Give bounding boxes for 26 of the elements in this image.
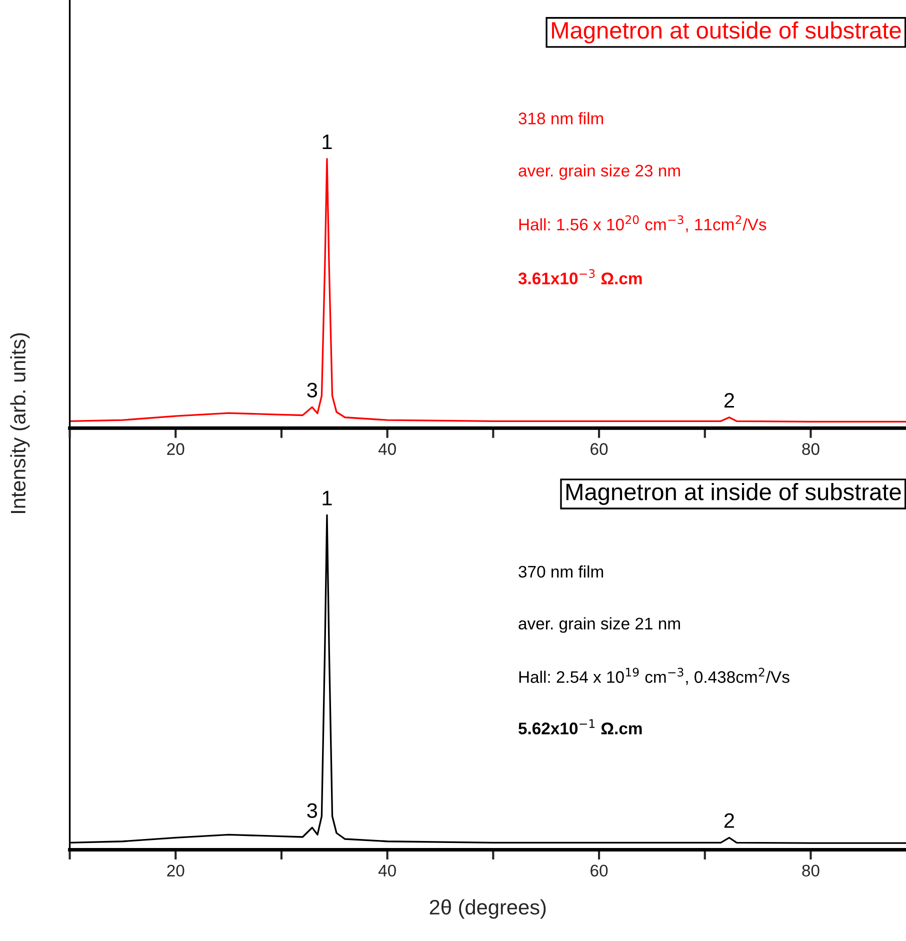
annotation: 3 (307, 803, 318, 818)
y-axis-title: Intensity (arb. units) (10, 333, 30, 513)
x-tick-label: 20 (167, 864, 184, 877)
x-tick-label: 20 (167, 443, 184, 455)
x-tick-label: 80 (802, 443, 820, 455)
annotation: 370 nm film (518, 565, 604, 578)
x-tick-label: 60 (590, 443, 608, 455)
text: 318 nm film (518, 112, 604, 124)
annotation: Hall: 2.54 x 10$^{19}$ cm$^{−3}$, 0.438cm$^{2}$/Vs (519, 668, 790, 685)
annotation: 1 (322, 134, 332, 149)
annotation: 2 (724, 813, 734, 828)
annotation: 5.62x10$^{−1}$ Ω.cm (518, 719, 642, 734)
annotation: 3 (307, 382, 318, 398)
chart-title: Magnetron at outside of substrate (552, 21, 901, 44)
annotation: 1 (322, 490, 332, 506)
annotation: aver. grain size 21 nm (518, 617, 680, 633)
x-tick-label: 60 (590, 864, 608, 877)
annotation: Hall: 1.56 x 10$^{20}$ cm$^{−3}$, 11cm$^{2}$/Vs (519, 215, 766, 232)
annotation: aver. grain size 23 nm (518, 164, 680, 180)
x-tick-label: 40 (378, 864, 396, 877)
annotation: 2 (724, 392, 734, 408)
annotation: 3.61x10$^{−3}$ Ω.cm (518, 269, 642, 284)
x-tick-label: 80 (802, 864, 820, 877)
x-axis-title: 2θ (degrees) (430, 899, 546, 919)
chart-title: Magnetron at inside of substrate (566, 482, 901, 505)
x-tick-label: 40 (378, 443, 396, 455)
